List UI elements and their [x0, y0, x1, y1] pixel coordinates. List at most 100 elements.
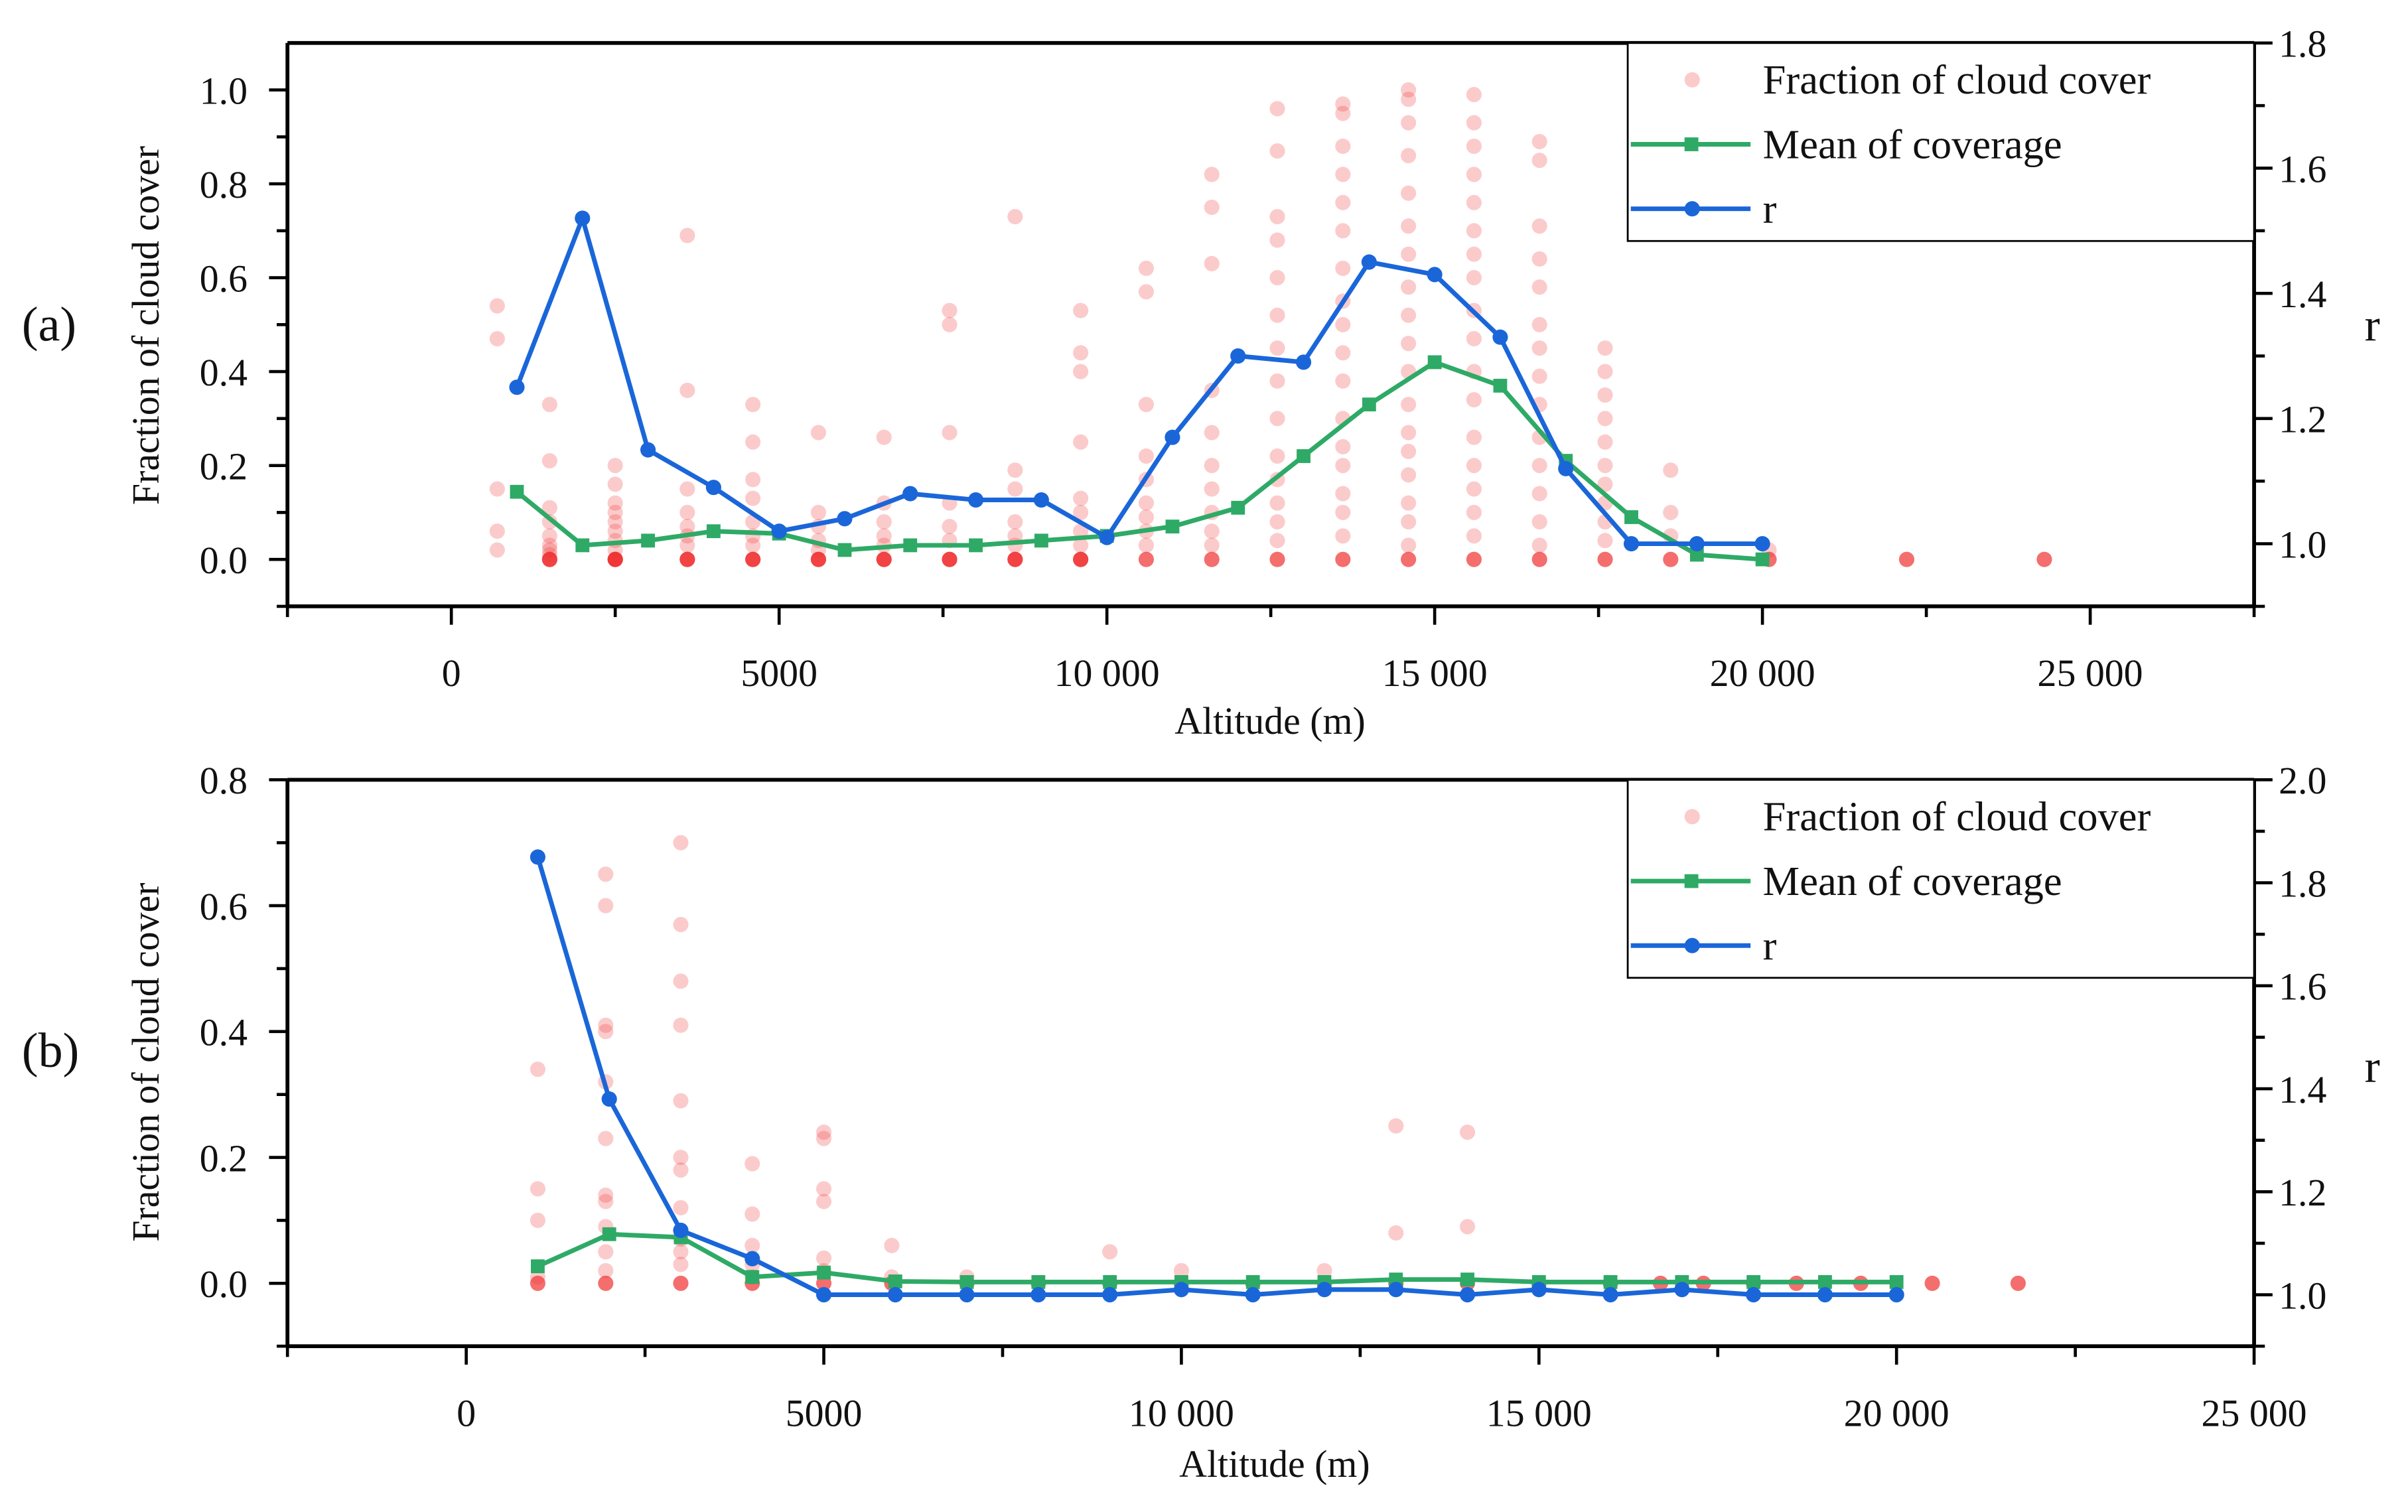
scatter-point	[489, 481, 505, 497]
scatter-point	[876, 551, 892, 567]
scatter-point	[1073, 537, 1089, 553]
scatter-point	[1466, 551, 1482, 567]
scatter-point	[744, 1206, 760, 1222]
mean-point	[969, 538, 983, 553]
x-tick-label: 0	[442, 652, 461, 695]
scatter-point	[1388, 1225, 1404, 1241]
scatter-point	[815, 1131, 832, 1146]
y-axis-title-a: Fraction of cloud cover	[124, 146, 167, 505]
scatter-point	[1663, 504, 1679, 520]
r-point	[601, 1091, 617, 1107]
scatter-point	[541, 397, 557, 413]
scatter-point	[1007, 551, 1023, 567]
r-point	[1316, 1282, 1332, 1298]
scatter-point	[541, 500, 557, 515]
scatter-point	[598, 1194, 614, 1209]
scatter-point	[1007, 528, 1023, 544]
mean-point	[1245, 1274, 1260, 1289]
scatter-point	[1073, 303, 1089, 318]
legend-label: Fraction of cloud cover	[1763, 56, 2151, 103]
r-point	[1427, 267, 1443, 283]
scatter-point	[876, 528, 892, 544]
legend-mean-marker	[1684, 874, 1699, 888]
scatter-point	[1898, 551, 1915, 567]
x-tick-label: 10 000	[1054, 652, 1160, 695]
scatter-point	[1401, 537, 1417, 553]
scatter-point	[1597, 551, 1613, 567]
scatter-point	[884, 1237, 900, 1253]
mean-point	[1818, 1274, 1832, 1289]
mean-point	[1297, 449, 1310, 463]
scatter-point	[673, 1275, 689, 1291]
scatter-point	[607, 504, 623, 520]
scatter-point	[607, 523, 623, 539]
mean-point	[1746, 1274, 1761, 1289]
scatter-point	[1269, 101, 1285, 117]
scatter-point	[598, 1187, 614, 1203]
scatter-point	[1466, 246, 1482, 262]
scatter-point	[1204, 425, 1220, 441]
y-tick-label: 0.8	[200, 759, 248, 802]
scatter-point	[1531, 458, 1547, 474]
r-point	[959, 1286, 975, 1303]
scatter-point	[607, 458, 623, 474]
mean-point	[510, 484, 524, 499]
scatter-point	[489, 523, 505, 539]
scatter-point	[1597, 533, 1613, 549]
scatter-point	[1401, 307, 1417, 323]
scatter-point	[673, 835, 689, 851]
r-point	[887, 1286, 903, 1303]
mean-point	[817, 1265, 831, 1280]
r-point	[1165, 429, 1180, 445]
legend-r-marker	[1684, 937, 1700, 953]
scatter-point	[1204, 458, 1220, 474]
scatter-point	[1466, 391, 1482, 408]
r-line	[535, 856, 1897, 1297]
legend-label: Fraction of cloud cover	[1763, 793, 2151, 840]
scatter-point	[1007, 209, 1023, 225]
scatter-point	[1401, 148, 1417, 164]
scatter-point	[673, 1244, 689, 1260]
scatter-point	[1335, 373, 1351, 389]
scatter-point	[1401, 467, 1417, 483]
x-tick-label: 10 000	[1129, 1391, 1234, 1434]
panel-label-b: (b)	[22, 1024, 79, 1078]
scatter-point	[1335, 223, 1351, 239]
scatter-point	[1466, 429, 1482, 445]
scatter-point	[598, 1024, 614, 1040]
scatter-point	[1138, 551, 1155, 567]
scatter-point	[607, 514, 623, 530]
scatter-point	[1269, 373, 1285, 389]
y2-tick-label: 1.6	[2279, 147, 2326, 190]
y-tick-label: 0.6	[200, 885, 248, 928]
scatter-point	[1401, 279, 1417, 295]
scatter-point	[1663, 551, 1679, 567]
scatter-point	[530, 1181, 546, 1197]
scatter-point	[744, 1237, 760, 1253]
scatter-point	[1138, 448, 1155, 464]
y-tick-label: 0.4	[200, 1011, 248, 1054]
scatter-point	[815, 1125, 832, 1140]
scatter-point	[1335, 486, 1351, 502]
x-tick-label: 20 000	[1710, 652, 1815, 695]
y-tick-label: 0.4	[200, 351, 248, 394]
scatter-point	[1204, 551, 1220, 567]
scatter-point	[673, 1149, 689, 1166]
scatter-point	[1401, 425, 1417, 441]
mean-point	[1689, 547, 1704, 562]
scatter-point	[1401, 185, 1417, 201]
y2-tick-label: 1.6	[2279, 965, 2326, 1008]
y2-tick-label: 2.0	[2279, 759, 2326, 802]
scatter-point	[1335, 316, 1351, 332]
mean-point	[1103, 1274, 1117, 1289]
scatter-point	[1073, 504, 1089, 520]
scatter-point	[1204, 523, 1220, 539]
mean-point	[888, 1274, 902, 1288]
y2-tick-label: 1.4	[2279, 273, 2326, 316]
scatter-point	[1401, 246, 1417, 262]
mean-point	[641, 533, 656, 548]
y-tick-label: 0.2	[200, 1136, 248, 1180]
scatter-point	[598, 1263, 614, 1278]
r-point	[1033, 492, 1049, 508]
mean-point	[531, 1259, 545, 1274]
